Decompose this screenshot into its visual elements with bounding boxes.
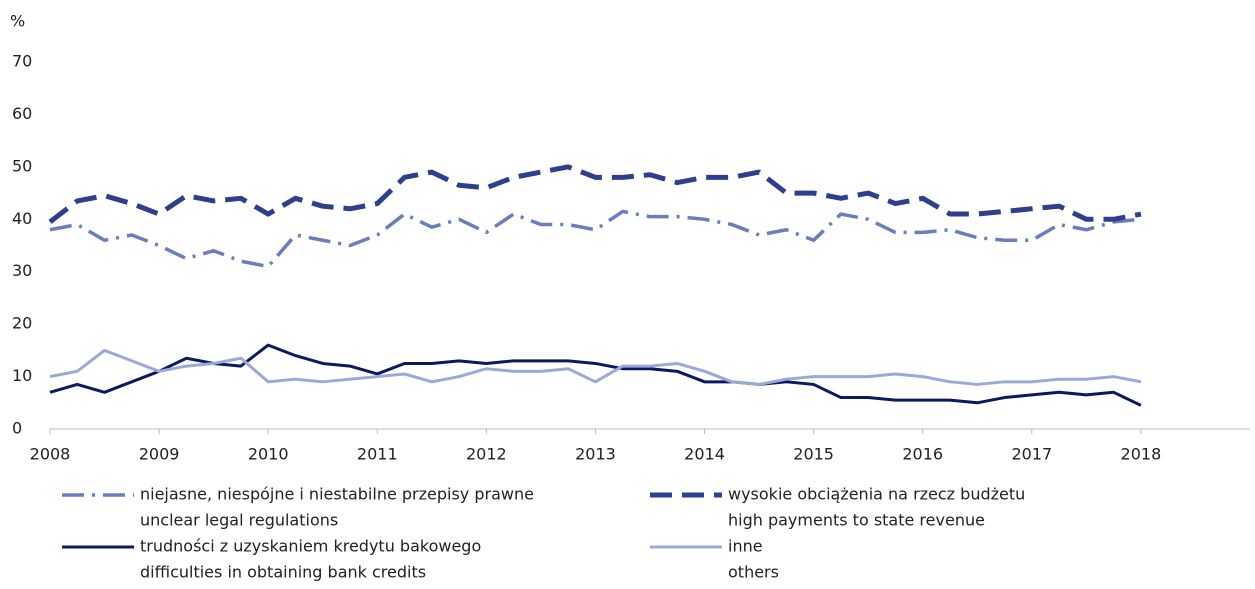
x-tick-label: 2008 — [30, 445, 71, 464]
series-line — [48, 164, 1142, 224]
legend-label-en: unclear legal regulations — [140, 511, 338, 530]
x-tick-label: 2017 — [1011, 445, 1052, 464]
x-tick-label: 2012 — [466, 445, 507, 464]
x-tick-label: 2015 — [793, 445, 834, 464]
legend-label-en: difficulties in obtaining bank credits — [140, 563, 426, 582]
y-unit: % — [10, 12, 25, 31]
y-tick-label: 30 — [12, 261, 32, 280]
legend-label: trudności z uzyskaniem kredytu bakowego — [140, 537, 481, 556]
legend-label: inne — [728, 537, 763, 556]
y-tick-label: 40 — [12, 209, 32, 228]
x-tick-label: 2009 — [139, 445, 180, 464]
y-tick-label: 0 — [12, 419, 22, 438]
legend-label-en: others — [728, 563, 779, 582]
y-tick-label: 60 — [12, 104, 32, 123]
y-tick-label: 10 — [12, 366, 32, 385]
x-tick-label: 2011 — [357, 445, 398, 464]
legend-label: wysokie obciążenia na rzecz budżetu — [728, 485, 1025, 504]
y-tick-label: 70 — [12, 52, 32, 71]
y-tick-label: 50 — [12, 156, 32, 175]
legend-label: niejasne, niespójne i niestabilne przepi… — [140, 485, 534, 504]
series-line — [49, 343, 1142, 407]
y-tick-label: 20 — [12, 314, 32, 333]
x-tick-label: 2016 — [902, 445, 943, 464]
series-line — [49, 348, 1142, 386]
legend-label-en: high payments to state revenue — [728, 511, 985, 530]
x-tick-label: 2018 — [1121, 445, 1162, 464]
x-tick-label: 2010 — [248, 445, 289, 464]
x-tick-label: 2013 — [575, 445, 616, 464]
x-tick-label: 2014 — [684, 445, 725, 464]
series-line — [49, 209, 1142, 269]
